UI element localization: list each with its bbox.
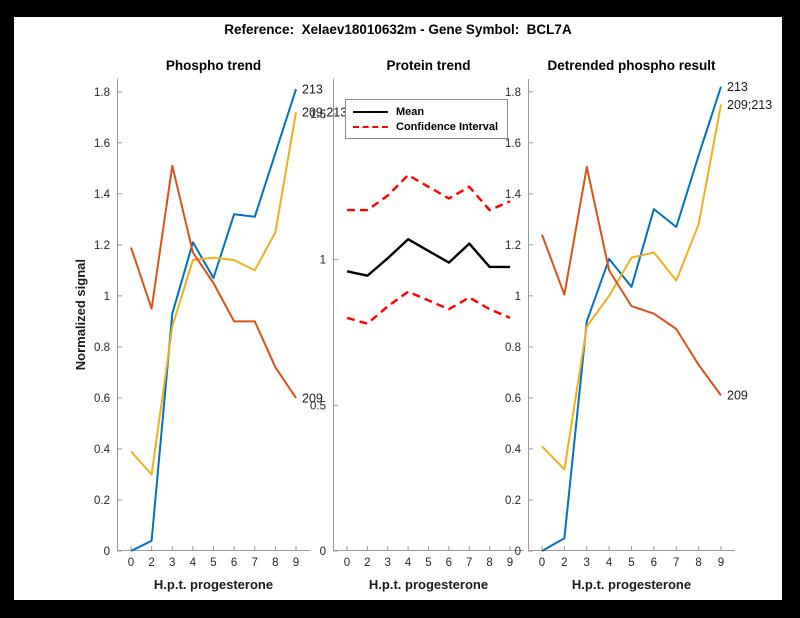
- figure-suptitle: Reference: Xelaev18010632m - Gene Symbol…: [224, 22, 572, 37]
- y-tick-label: 1: [104, 291, 110, 303]
- x-tick-label: 9: [718, 557, 724, 569]
- x-tick-label: 7: [252, 557, 258, 569]
- x-tick-label: 0: [128, 557, 134, 569]
- x-axis-label: H.p.t. progesterone: [571, 577, 692, 592]
- y-tick-label: 1.2: [505, 240, 521, 252]
- x-tick-label: 7: [673, 557, 679, 569]
- ci-line-sample-icon: [353, 125, 388, 128]
- x-tick-label: 0: [539, 557, 545, 569]
- series-line-209-213: [541, 104, 722, 471]
- x-tick-label: 3: [584, 557, 590, 569]
- x-axis-label: H.p.t. progesterone: [368, 577, 489, 592]
- x-tick-label: 8: [695, 557, 701, 569]
- plot-title: Detrended phospho result: [547, 58, 716, 73]
- x-tick-label: 2: [364, 557, 370, 569]
- y-tick-label: 1.4: [94, 189, 111, 201]
- x-tick-label: 3: [385, 557, 391, 569]
- y-tick-label: 0.6: [94, 393, 110, 405]
- y-axis-label: Normalized signal: [72, 259, 88, 371]
- line-chart: 0 0.5 1 1.5 0 2 3 4 5 6 7 8 9: [310, 79, 524, 569]
- x-tick-label: 9: [507, 557, 513, 569]
- subplot-protein-trend: Protein trend 0 0.5 1 1.5 0 2 3 4 5 6 7 8 9 H.p.t. p…: [310, 58, 524, 592]
- y-tick-label: 1.6: [94, 138, 110, 150]
- y-tick-label: 1.5: [310, 109, 326, 121]
- series-line-209-213: [130, 112, 297, 476]
- x-tick-label: 9: [293, 557, 299, 569]
- y-tick-label: 0: [320, 546, 326, 558]
- x-tick-label: 4: [190, 557, 197, 569]
- plot-title: Protein trend: [386, 58, 471, 73]
- series-end-label: 213: [727, 80, 748, 94]
- x-tick-label: 2: [148, 557, 154, 569]
- legend-label: Mean: [396, 105, 425, 118]
- figure-canvas: Reference: Xelaev18010632m - Gene Symbol…: [14, 17, 782, 600]
- y-tick-label: 1.8: [505, 87, 521, 99]
- legend: Mean Confidence Interval: [345, 99, 508, 139]
- x-tick-label: 4: [606, 557, 613, 569]
- y-tick-label: 0.4: [505, 444, 522, 456]
- y-tick-label: 0.4: [94, 444, 111, 456]
- series-line-confidence-interval-upper: [347, 173, 511, 212]
- x-tick-label: 5: [425, 557, 431, 569]
- series-line-213: [130, 88, 297, 552]
- x-tick-label: 6: [231, 557, 237, 569]
- plot-title: Phospho trend: [165, 58, 262, 73]
- x-tick-label: 0: [344, 557, 350, 569]
- series-line-209: [541, 166, 722, 396]
- legend-entry-confidence-interval: Confidence Interval: [353, 119, 501, 134]
- subplot-phospho-trend: Phospho trend Normalized signal 0 0.2 0.4 0…: [73, 58, 348, 592]
- x-tick-label: 2: [561, 557, 567, 569]
- legend-entry-mean: Mean: [353, 104, 501, 119]
- series-line-213: [541, 86, 722, 552]
- y-tick-label: 0.2: [505, 495, 521, 507]
- subplot-detrended-phospho-result: Detrended phospho result 0 0.2 0.4 0.6 0.8 1 1…: [505, 58, 772, 592]
- series-end-label: 213: [302, 83, 323, 97]
- y-tick-label: 0.8: [505, 342, 521, 354]
- y-tick-label: 1.8: [94, 87, 110, 99]
- x-tick-label: 6: [651, 557, 657, 569]
- y-tick-label: 0.5: [310, 400, 326, 412]
- y-tick-label: 0: [104, 546, 110, 558]
- y-tick-label: 1: [515, 291, 521, 303]
- y-tick-label: 1.4: [505, 189, 522, 201]
- line-chart: 0 0.2 0.4 0.6 0.8 1 1.2 1.4 1.6 1.8 0 2 3 4 5 6 7 8 9 213 20…: [505, 79, 772, 569]
- x-tick-label: 5: [210, 557, 216, 569]
- x-tick-label: 4: [405, 557, 412, 569]
- series-end-label: 209: [302, 391, 323, 405]
- mean-line-sample-icon: [353, 110, 388, 113]
- x-tick-label: 8: [272, 557, 278, 569]
- legend-label: Confidence Interval: [396, 120, 499, 133]
- series-end-label: 209;213: [302, 106, 347, 120]
- x-tick-label: 8: [486, 557, 492, 569]
- series-line-confidence-interval-lower: [346, 290, 511, 325]
- y-tick-label: 1.6: [505, 138, 521, 150]
- x-tick-label: 5: [628, 557, 634, 569]
- y-tick-label: 0.8: [94, 342, 110, 354]
- x-tick-label: 7: [466, 557, 472, 569]
- y-tick-label: 1.2: [94, 240, 110, 252]
- y-tick-label: 0.6: [505, 393, 521, 405]
- series-end-label: 209: [727, 389, 748, 403]
- x-tick-label: 3: [169, 557, 175, 569]
- y-tick-label: 1: [320, 255, 326, 267]
- series-line-mean: [346, 237, 510, 277]
- x-axis-label: H.p.t. progesterone: [153, 577, 274, 592]
- y-tick-label: 0.2: [94, 495, 110, 507]
- line-chart: 0 0.2 0.4 0.6 0.8 1 1.2 1.4 1.6 1.8 0 2 3 4 5 6 7 8 9 213 20…: [94, 79, 347, 569]
- x-tick-label: 6: [446, 557, 452, 569]
- series-end-label: 209;213: [727, 98, 772, 112]
- series-line-209: [130, 164, 297, 399]
- y-tick-label: 0: [515, 546, 521, 558]
